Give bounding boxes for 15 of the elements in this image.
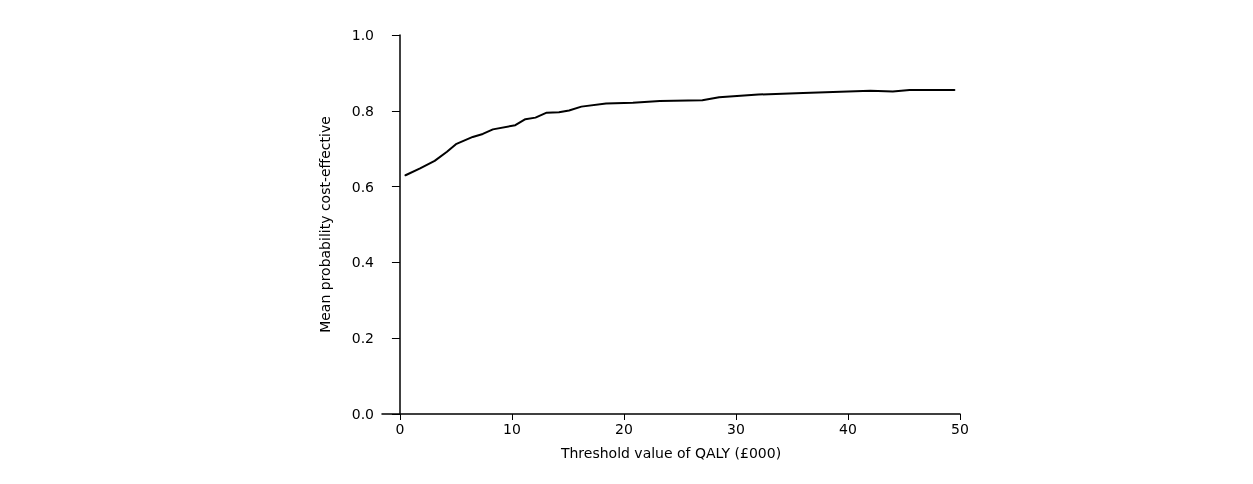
y-tick-label: 0.4 bbox=[351, 254, 375, 271]
x-tick-label: 20 bbox=[615, 421, 633, 437]
x-tick-label: 50 bbox=[951, 421, 969, 437]
y-axis-title: Mean probability cost-effective bbox=[317, 116, 333, 333]
line-series bbox=[404, 88, 956, 177]
y-tick-label: 0.2 bbox=[351, 330, 374, 347]
y-tick-label: 1.0 bbox=[351, 27, 374, 43]
x-tick-label: 0 bbox=[395, 421, 405, 437]
x-tick-label: 30 bbox=[727, 421, 745, 437]
y-tick-label: 0.8 bbox=[351, 102, 374, 119]
y-tick-label: 0.0 bbox=[351, 406, 374, 422]
x-axis-title: Threshold value of QALY (£000) bbox=[559, 445, 782, 461]
y-tick-label: 0.6 bbox=[351, 178, 375, 195]
x-tick-label: 10 bbox=[503, 421, 521, 437]
x-tick-label: 40 bbox=[839, 421, 857, 437]
